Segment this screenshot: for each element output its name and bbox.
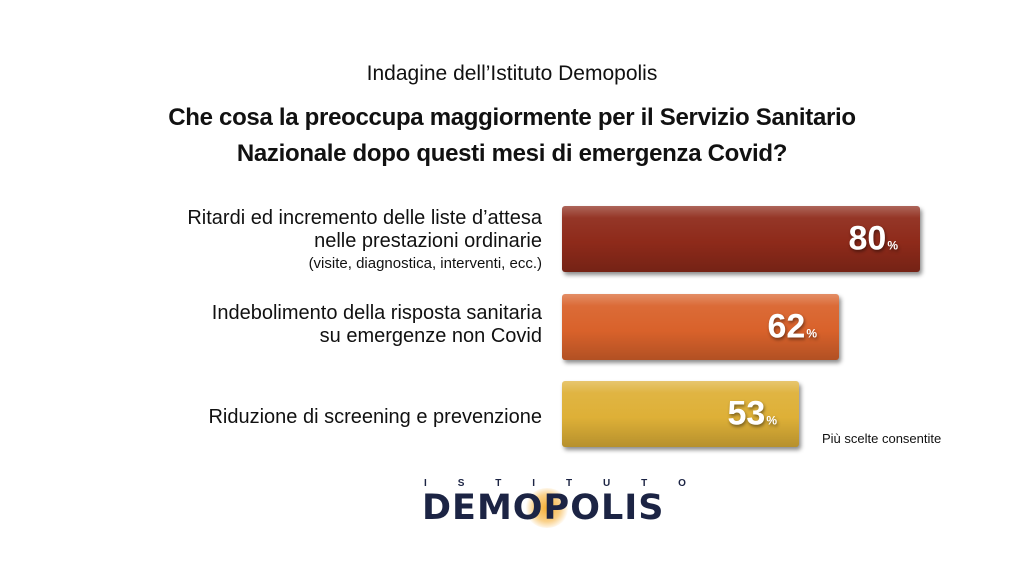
logo-demopolis-wordmark: DEMOPOLIS xyxy=(422,488,665,528)
bar-indebolimento-risposta: 62% xyxy=(562,294,839,360)
chart-title-line-2: Nazionale dopo questi mesi di emergenza … xyxy=(236,140,788,167)
bar-ritardi-liste-attesa: 80% xyxy=(562,206,920,272)
category-label-3: Riduzione di screening e prevenzione xyxy=(82,406,542,429)
category-label-2-line-2: su emergenze non Covid xyxy=(319,325,542,347)
bar-riduzione-screening: 53% xyxy=(562,381,799,447)
category-label-1-line-3: (visite, diagnostica, interventi, ecc.) xyxy=(308,255,542,272)
bar-value-label-2: 62% xyxy=(767,307,818,346)
bar-value-label-3: 53% xyxy=(727,394,778,433)
category-label-1-line-1: Ritardi ed incremento delle liste d’atte… xyxy=(187,207,542,229)
category-label-2: Indebolimento della risposta sanitaria s… xyxy=(82,302,542,348)
category-label-1-line-2: nelle prestazioni ordinarie xyxy=(314,230,542,252)
category-label-2-line-1: Indebolimento della risposta sanitaria xyxy=(211,302,542,324)
category-label-3-line-1: Riduzione di screening e prevenzione xyxy=(208,406,542,428)
chart-title: Che cosa la preoccupa maggiormente per i… xyxy=(0,100,1024,172)
bar-value-label-1: 80% xyxy=(848,219,899,258)
logo-glow-icon xyxy=(525,488,569,528)
survey-subtitle: Indagine dell’Istituto Demopolis xyxy=(366,62,658,85)
category-label-1: Ritardi ed incremento delle liste d’atte… xyxy=(82,207,542,275)
chart-title-line-1: Che cosa la preoccupa maggiormente per i… xyxy=(168,104,856,131)
multiple-choice-note: Più scelte consentite xyxy=(822,431,942,446)
